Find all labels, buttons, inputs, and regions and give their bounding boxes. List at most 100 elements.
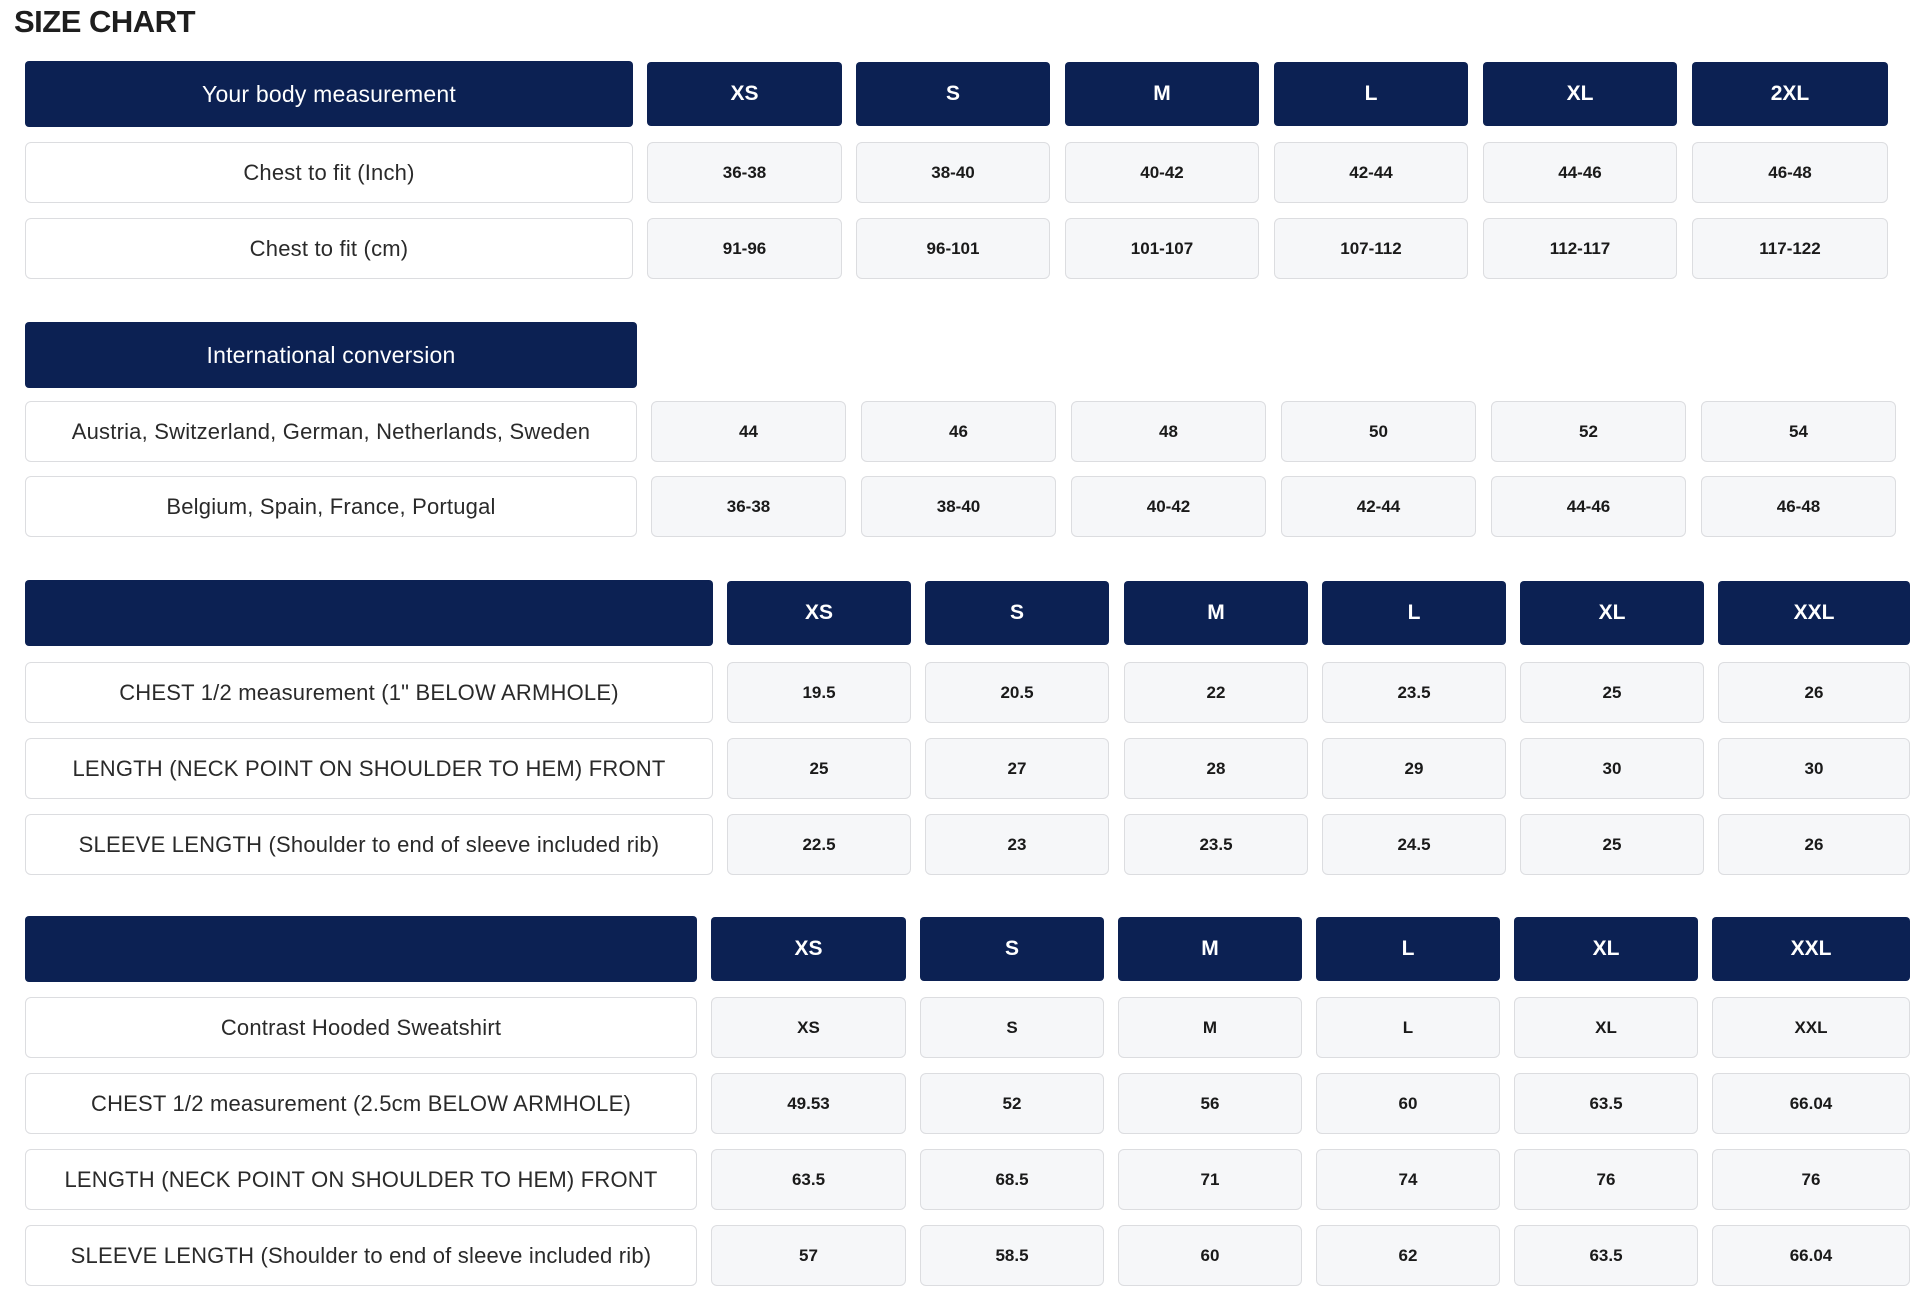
body-measurement-table-cell: 46-48 <box>1692 142 1888 203</box>
garment-cm-table-size-header-xs: XS <box>711 917 906 981</box>
garment-cm-table-size-header-xl: XL <box>1514 917 1698 981</box>
garment-inch-table-cell: 22 <box>1124 662 1308 723</box>
garment-cm-table-cell: 57 <box>711 1225 906 1286</box>
garment-cm-table-row-label: SLEEVE LENGTH (Shoulder to end of sleeve… <box>25 1225 697 1286</box>
body-measurement-table-size-header-l: L <box>1274 62 1468 126</box>
garment-inch-table-cell: 20.5 <box>925 662 1109 723</box>
body-measurement-table-row-label: Chest to fit (Inch) <box>25 142 633 203</box>
page-title: SIZE CHART <box>14 4 196 39</box>
garment-cm-table-size-header-xxl: XXL <box>1712 917 1910 981</box>
garment-inch-table-cell: 23 <box>925 814 1109 875</box>
body-measurement-table-size-header-xs: XS <box>647 62 842 126</box>
garment-cm-table-cell: XXL <box>1712 997 1910 1058</box>
international-conversion-table-cell: 44 <box>651 401 846 462</box>
garment-inch-table-size-header-xs: XS <box>727 581 911 645</box>
garment-inch-table-row-label: SLEEVE LENGTH (Shoulder to end of sleeve… <box>25 814 713 875</box>
garment-inch-table-cell: 29 <box>1322 738 1506 799</box>
garment-inch-table-cell: 30 <box>1718 738 1910 799</box>
garment-inch-table-cell: 23.5 <box>1124 814 1308 875</box>
garment-cm-table-size-header-l: L <box>1316 917 1500 981</box>
international-conversion-table-header-label: International conversion <box>25 322 637 388</box>
garment-cm-table-cell: 63.5 <box>1514 1073 1698 1134</box>
body-measurement-table-cell: 117-122 <box>1692 218 1888 279</box>
garment-inch-table-cell: 23.5 <box>1322 662 1506 723</box>
body-measurement-table-header-label: Your body measurement <box>25 61 633 127</box>
garment-inch-table-cell: 26 <box>1718 662 1910 723</box>
body-measurement-table-cell: 40-42 <box>1065 142 1259 203</box>
garment-inch-table-row-label: CHEST 1/2 measurement (1" BELOW ARMHOLE) <box>25 662 713 723</box>
garment-inch-table-cell: 25 <box>1520 662 1704 723</box>
body-measurement-table-size-header-xl: XL <box>1483 62 1677 126</box>
garment-cm-table-cell: 71 <box>1118 1149 1302 1210</box>
body-measurement-table-cell: 96-101 <box>856 218 1050 279</box>
garment-cm-table-cell: 60 <box>1316 1073 1500 1134</box>
international-conversion-table-cell: 46-48 <box>1701 476 1896 537</box>
garment-cm-table-cell: 62 <box>1316 1225 1500 1286</box>
garment-cm-table-cell: 52 <box>920 1073 1104 1134</box>
garment-inch-table-size-header-m: M <box>1124 581 1308 645</box>
international-conversion-table-cell: 40-42 <box>1071 476 1266 537</box>
garment-cm-table-cell: 76 <box>1712 1149 1910 1210</box>
garment-cm-table-row-label: Contrast Hooded Sweatshirt <box>25 997 697 1058</box>
garment-inch-table-header-label <box>25 580 713 646</box>
international-conversion-table-cell: 54 <box>1701 401 1896 462</box>
garment-cm-table-row-label: LENGTH (NECK POINT ON SHOULDER TO HEM) F… <box>25 1149 697 1210</box>
garment-cm-table-row-label: CHEST 1/2 measurement (2.5cm BELOW ARMHO… <box>25 1073 697 1134</box>
garment-cm-table-size-header-m: M <box>1118 917 1302 981</box>
international-conversion-table-cell: 52 <box>1491 401 1686 462</box>
garment-cm-table-size-header-s: S <box>920 917 1104 981</box>
garment-cm-table-cell: M <box>1118 997 1302 1058</box>
international-conversion-table-cell: 38-40 <box>861 476 1056 537</box>
garment-cm-table-cell: XS <box>711 997 906 1058</box>
garment-inch-table-cell: 22.5 <box>727 814 911 875</box>
international-conversion-table-cell: 36-38 <box>651 476 846 537</box>
garment-cm-table-cell: XL <box>1514 997 1698 1058</box>
garment-cm-table-cell: 56 <box>1118 1073 1302 1134</box>
body-measurement-table-cell: 38-40 <box>856 142 1050 203</box>
body-measurement-table-row-label: Chest to fit (cm) <box>25 218 633 279</box>
garment-cm-table-cell: 49.53 <box>711 1073 906 1134</box>
garment-inch-table-cell: 26 <box>1718 814 1910 875</box>
international-conversion-table-cell: 46 <box>861 401 1056 462</box>
garment-cm-table-cell: 60 <box>1118 1225 1302 1286</box>
garment-inch-table-cell: 19.5 <box>727 662 911 723</box>
international-conversion-table-cell: 50 <box>1281 401 1476 462</box>
garment-cm-table-cell: 58.5 <box>920 1225 1104 1286</box>
garment-cm-table-cell: L <box>1316 997 1500 1058</box>
international-conversion-table-row-label: Belgium, Spain, France, Portugal <box>25 476 637 537</box>
garment-inch-table-row-label: LENGTH (NECK POINT ON SHOULDER TO HEM) F… <box>25 738 713 799</box>
garment-inch-table-size-header-xxl: XXL <box>1718 581 1910 645</box>
garment-inch-table-size-header-s: S <box>925 581 1109 645</box>
garment-cm-table-cell: 76 <box>1514 1149 1698 1210</box>
body-measurement-table-cell: 107-112 <box>1274 218 1468 279</box>
garment-inch-table-cell: 27 <box>925 738 1109 799</box>
garment-cm-table-cell: 66.04 <box>1712 1073 1910 1134</box>
body-measurement-table-cell: 91-96 <box>647 218 842 279</box>
international-conversion-table-cell: 48 <box>1071 401 1266 462</box>
garment-cm-table-cell: 68.5 <box>920 1149 1104 1210</box>
body-measurement-table-size-header-2xl: 2XL <box>1692 62 1888 126</box>
international-conversion-table-row-label: Austria, Switzerland, German, Netherland… <box>25 401 637 462</box>
garment-inch-table-cell: 25 <box>727 738 911 799</box>
body-measurement-table-cell: 112-117 <box>1483 218 1677 279</box>
garment-cm-table-cell: S <box>920 997 1104 1058</box>
body-measurement-table-cell: 44-46 <box>1483 142 1677 203</box>
garment-cm-table-cell: 63.5 <box>711 1149 906 1210</box>
body-measurement-table-cell: 36-38 <box>647 142 842 203</box>
garment-inch-table-cell: 28 <box>1124 738 1308 799</box>
garment-cm-table-cell: 63.5 <box>1514 1225 1698 1286</box>
body-measurement-table-cell: 101-107 <box>1065 218 1259 279</box>
garment-inch-table-cell: 24.5 <box>1322 814 1506 875</box>
body-measurement-table-size-header-s: S <box>856 62 1050 126</box>
garment-inch-table-cell: 25 <box>1520 814 1704 875</box>
garment-inch-table-size-header-xl: XL <box>1520 581 1704 645</box>
garment-inch-table-size-header-l: L <box>1322 581 1506 645</box>
garment-cm-table-header-label <box>25 916 697 982</box>
international-conversion-table-cell: 44-46 <box>1491 476 1686 537</box>
garment-cm-table-cell: 66.04 <box>1712 1225 1910 1286</box>
body-measurement-table-cell: 42-44 <box>1274 142 1468 203</box>
garment-cm-table-cell: 74 <box>1316 1149 1500 1210</box>
garment-inch-table-cell: 30 <box>1520 738 1704 799</box>
international-conversion-table-cell: 42-44 <box>1281 476 1476 537</box>
body-measurement-table-size-header-m: M <box>1065 62 1259 126</box>
